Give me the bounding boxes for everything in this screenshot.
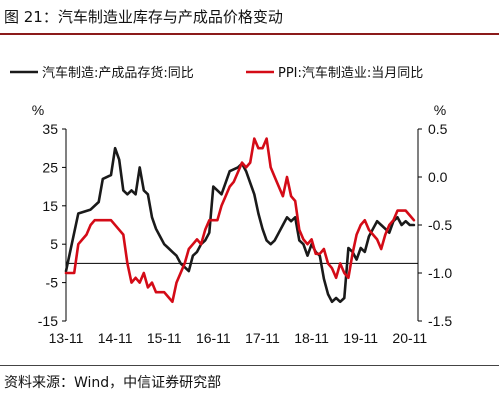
series-line-ppi: [64, 137, 416, 304]
right-tick-label: -0.5: [428, 217, 452, 233]
chart-canvas: 汽车制造:产成品存货:同比 PPI:汽车制造业:当月同比 % % 35 25 15 5…: [10, 65, 453, 346]
figure-title: 图 21：汽车制造业库存与产成品价格变动: [4, 8, 283, 26]
right-tick-label: -1.5: [428, 313, 452, 329]
x-tick-label: 16-11: [196, 330, 231, 346]
right-tick-label: 0.0: [428, 169, 448, 185]
left-tick-label: 25: [42, 159, 58, 175]
right-axis-unit: %: [434, 102, 446, 118]
x-tick-label: 15-11: [147, 330, 182, 346]
x-tick-label: 17-11: [245, 330, 280, 346]
right-tick-label: -1.0: [428, 265, 452, 281]
x-tick-label: 18-11: [294, 330, 329, 346]
x-tick-label: 20-11: [392, 330, 427, 346]
left-axis-unit: %: [32, 102, 44, 118]
title-divider: [0, 33, 499, 35]
right-tick-label: 0.5: [428, 121, 448, 137]
left-tick-label: 35: [42, 121, 58, 137]
legend-label-ppi: PPI:汽车制造业:当月同比: [278, 65, 423, 81]
chart-legend: 汽车制造:产成品存货:同比 PPI:汽车制造业:当月同比: [10, 65, 423, 81]
source-divider: [0, 365, 499, 366]
x-tick-label: 19-11: [343, 330, 378, 346]
legend-label-inventory: 汽车制造:产成品存货:同比: [42, 65, 194, 81]
left-tick-label: 15: [42, 198, 58, 214]
series-line-inventory: [64, 146, 416, 304]
left-tick-label: -15: [38, 313, 58, 329]
source-note: 资料来源：Wind，中信证券研究部: [4, 375, 222, 391]
chart-axes: 35 25 15 5 -5 -15 0.5 0.0 -0.5 -1.0 -1.5 13-11 14-11…: [38, 121, 453, 346]
left-tick-label: 5: [50, 236, 58, 252]
chart-series: [64, 137, 416, 304]
x-tick-label: 13-11: [49, 330, 84, 346]
x-tick-label: 14-11: [98, 330, 133, 346]
left-tick-label: -5: [46, 275, 59, 291]
